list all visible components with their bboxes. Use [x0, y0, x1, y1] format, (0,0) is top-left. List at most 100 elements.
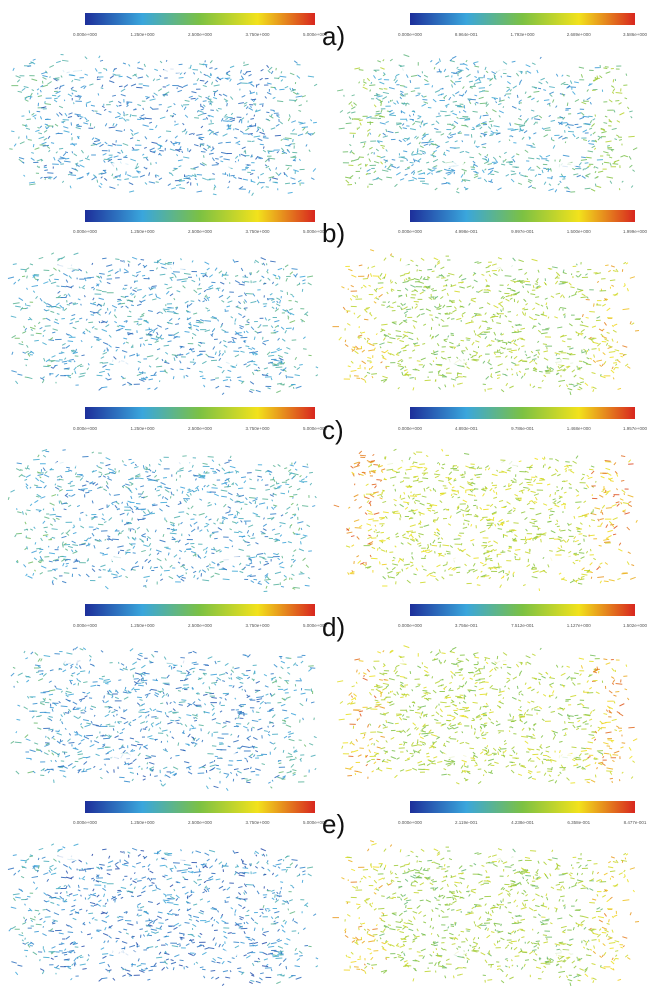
vector	[54, 157, 55, 160]
vector	[366, 307, 370, 308]
vector	[368, 535, 370, 536]
vector	[167, 312, 173, 313]
vector	[249, 557, 255, 558]
vector	[128, 536, 130, 538]
vector	[137, 290, 142, 291]
vector	[193, 362, 195, 364]
vector	[411, 151, 413, 154]
vector	[109, 493, 110, 495]
vector	[165, 490, 169, 493]
vector	[72, 93, 73, 95]
vector	[581, 160, 587, 161]
vector	[156, 79, 160, 80]
vector	[569, 348, 573, 349]
vector	[187, 491, 192, 493]
vector	[510, 89, 511, 91]
vector	[422, 100, 427, 101]
vector	[293, 494, 297, 495]
vector	[168, 106, 172, 107]
vector	[496, 130, 498, 131]
vector	[267, 83, 272, 84]
vector	[159, 178, 162, 180]
vector	[206, 523, 209, 524]
vector	[218, 108, 222, 109]
vector	[532, 117, 533, 119]
vector	[384, 89, 388, 90]
vector	[452, 113, 456, 115]
vector	[149, 182, 155, 183]
vector	[208, 457, 214, 458]
colorbar-tick-label: 1.500e+000	[567, 229, 591, 234]
vector	[95, 484, 98, 486]
vector	[400, 367, 404, 369]
vector	[204, 74, 207, 75]
vector	[602, 505, 604, 508]
vector	[164, 310, 166, 312]
vector	[460, 383, 463, 384]
vector	[85, 57, 87, 59]
vector	[365, 309, 369, 310]
vector	[430, 60, 432, 62]
vector	[351, 107, 355, 109]
vector	[528, 186, 532, 188]
vector	[236, 141, 240, 143]
vector	[243, 74, 246, 75]
vector	[372, 376, 373, 378]
vector	[422, 290, 425, 291]
vector	[266, 581, 269, 584]
vector	[491, 549, 494, 550]
vector	[226, 101, 227, 102]
vector	[26, 124, 27, 127]
vector	[96, 290, 102, 291]
vector	[73, 327, 77, 329]
vector	[15, 381, 17, 384]
vector	[220, 161, 223, 162]
vector	[249, 190, 250, 193]
vector	[149, 379, 153, 380]
vector	[612, 504, 617, 506]
vector	[538, 270, 539, 273]
vector	[382, 355, 384, 357]
vector	[363, 87, 368, 89]
vector	[360, 474, 364, 475]
vector	[430, 335, 431, 337]
vector	[473, 351, 478, 353]
vector	[39, 551, 41, 553]
vector	[284, 468, 287, 469]
vector	[463, 110, 466, 112]
vector	[109, 518, 112, 521]
vector	[188, 470, 191, 471]
vector	[358, 164, 362, 166]
vector	[388, 334, 391, 335]
vector	[420, 276, 422, 279]
vector	[488, 541, 491, 542]
vector	[615, 360, 618, 361]
vector	[67, 361, 71, 362]
vector	[557, 486, 558, 488]
vector	[502, 342, 508, 343]
vector	[266, 166, 269, 168]
vector	[568, 530, 571, 531]
vector	[240, 131, 243, 133]
vector	[519, 100, 522, 102]
vector	[194, 290, 197, 293]
vector	[490, 368, 493, 369]
vector	[465, 152, 469, 153]
vector	[259, 503, 265, 504]
vector	[404, 307, 408, 309]
void	[109, 162, 137, 168]
vector	[594, 355, 595, 358]
vector	[233, 339, 234, 342]
vector	[445, 313, 448, 314]
vector	[498, 529, 502, 530]
vector	[68, 377, 71, 378]
vector	[85, 117, 87, 120]
vector	[166, 140, 168, 142]
vector	[255, 501, 256, 504]
vector	[441, 267, 445, 269]
vector	[207, 505, 211, 506]
vector	[26, 351, 29, 352]
vector	[444, 97, 445, 99]
vector	[129, 64, 130, 66]
vector	[508, 467, 511, 469]
